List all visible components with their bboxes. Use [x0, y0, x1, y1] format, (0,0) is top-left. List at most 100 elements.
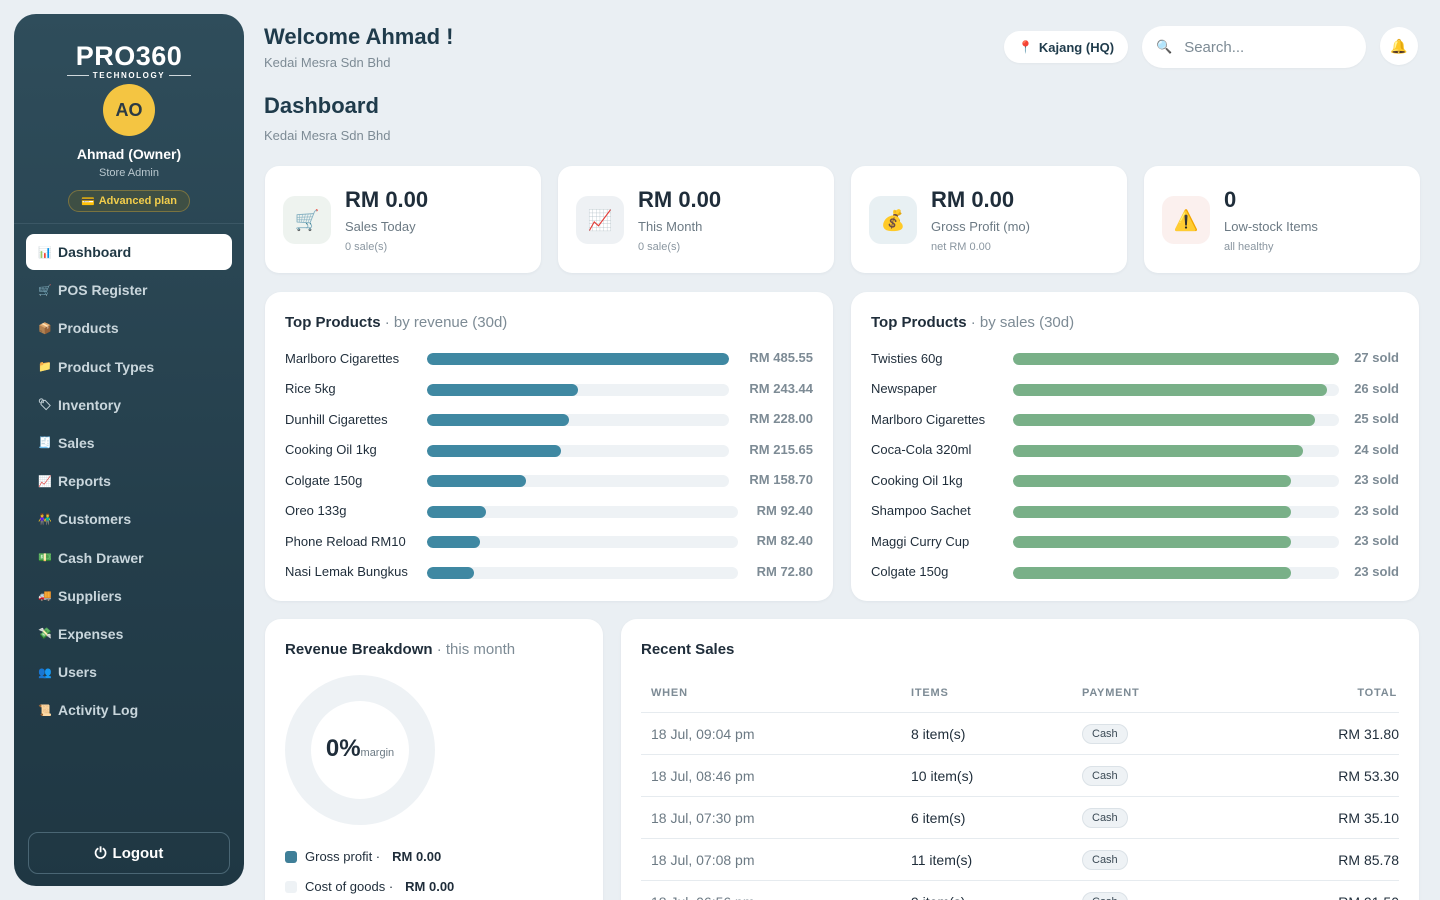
sidebar-item-reports[interactable]: 📈 Reports	[26, 463, 232, 499]
location-selector[interactable]: 📍 Kajang (HQ)	[1004, 31, 1128, 63]
bar-fill	[1013, 353, 1339, 365]
logout-button[interactable]: ⏻ Logout	[28, 832, 230, 874]
product-name: Colgate 150g	[285, 472, 363, 488]
bar-value: RM 92.40	[756, 502, 813, 518]
sidebar-item-suppliers[interactable]: 🚚 Suppliers	[26, 578, 232, 614]
sidebar-item-inventory[interactable]: 🏷 Inventory	[26, 387, 232, 423]
table-row[interactable]: 18 Jul, 06:56 pm 9 item(s) Cash RM 91.50	[641, 880, 1399, 900]
bar-fill	[1013, 566, 1291, 579]
bar-track	[427, 505, 738, 518]
product-name: Newspaper	[871, 381, 937, 396]
column-header-payment[interactable]: PAYMENT	[1082, 687, 1140, 699]
column-header-when[interactable]: WHEN	[651, 687, 688, 699]
bar-value: 25 sold	[1354, 411, 1399, 426]
logo-subtitle: TECHNOLOGY	[14, 71, 244, 80]
card-icon: 💳	[81, 195, 95, 208]
sale-time: 18 Jul, 09:04 pm	[651, 726, 755, 742]
plan-badge: 💳 Advanced plan	[68, 190, 190, 212]
trend-chart-icon: 📈	[576, 196, 624, 244]
cart-icon: 🛒	[283, 196, 331, 244]
bar-row: Rice 5kg RM 243.44	[285, 379, 813, 399]
product-name: Cooking Oil 1kg	[285, 442, 377, 457]
plan-label: Advanced plan	[98, 195, 177, 207]
stat-card-gross-profit: 💰 RM 0.00 Gross Profit (mo) net RM 0.00	[851, 166, 1127, 273]
sidebar-item-label: Users	[58, 664, 97, 681]
bar-fill	[427, 566, 474, 579]
table-row[interactable]: 18 Jul, 08:46 pm 10 item(s) Cash RM 53.30	[641, 754, 1399, 796]
table-row[interactable]: 18 Jul, 07:08 pm 11 item(s) Cash RM 85.78	[641, 838, 1399, 880]
sidebar-item-users[interactable]: 👥 Users	[26, 654, 232, 690]
chart-icon: 📊	[38, 246, 52, 259]
sidebar-item-label: Expenses	[58, 625, 124, 642]
cart-icon: 🛒	[38, 284, 52, 297]
sale-total: RM 91.50	[1338, 894, 1399, 900]
bar-track	[427, 536, 738, 548]
sidebar-item-label: Suppliers	[58, 587, 122, 604]
bar-track	[427, 475, 729, 487]
stat-subtext: all healthy	[1224, 241, 1274, 253]
stat-value: RM 0.00	[638, 187, 722, 212]
product-name: Shampoo Sachet	[871, 503, 971, 518]
column-header-items[interactable]: ITEMS	[911, 687, 949, 699]
sidebar-item-product-types[interactable]: 📁 Product Types	[26, 349, 232, 385]
bar-track	[1013, 505, 1339, 518]
sidebar-nav: 📊 Dashboard 🛒 POS Register 📦 Products 📁 Product…	[26, 234, 232, 730]
sidebar-item-expenses[interactable]: 💸 Expenses	[26, 616, 232, 652]
stat-value: RM 0.00	[931, 187, 1015, 212]
package-icon: 📦	[38, 322, 52, 335]
sale-total: RM 31.80	[1338, 726, 1399, 742]
sidebar-item-label: Dashboard	[58, 244, 132, 260]
bar-fill	[1013, 444, 1303, 457]
bar-track	[427, 383, 729, 396]
notifications-button[interactable]: 🔔	[1380, 27, 1418, 65]
panel-title: Revenue Breakdown · this month	[285, 641, 516, 658]
search-icon: 🔍	[1156, 39, 1173, 54]
top-products-sales-panel: Top Products · by sales (30d) Twisties 6…	[851, 292, 1419, 601]
donut-center: 0%margin	[285, 735, 435, 763]
bar-value: RM 243.44	[749, 380, 813, 396]
sidebar-item-sales[interactable]: 🧾 Sales	[26, 425, 232, 461]
page-title: Dashboard	[264, 93, 379, 118]
product-name: Phone Reload RM10	[285, 533, 406, 549]
bar-row: Colgate 150g 23 sold	[871, 562, 1399, 582]
divider	[14, 223, 244, 224]
bar-track	[1013, 566, 1339, 579]
bar-fill	[427, 383, 579, 396]
search-input[interactable]	[1184, 38, 1335, 56]
sale-total: RM 53.30	[1338, 768, 1399, 784]
logout-label: Logout	[112, 844, 164, 862]
sidebar-item-products[interactable]: 📦 Products	[26, 310, 232, 346]
money-bag-icon: 💰	[869, 196, 917, 244]
stat-card-low-stock: ⚠️ 0 Low-stock Items all healthy	[1144, 166, 1420, 273]
search-bar[interactable]: 🔍	[1142, 26, 1366, 68]
avatar[interactable]: AO	[103, 84, 155, 136]
table-row[interactable]: 18 Jul, 09:04 pm 8 item(s) Cash RM 31.80	[641, 712, 1399, 754]
bar-track	[427, 353, 729, 365]
bar-track	[1013, 444, 1339, 457]
sidebar-item-label: POS Register	[58, 282, 148, 299]
panel-title: Top Products · by sales (30d)	[871, 314, 1075, 331]
location-label: Kajang (HQ)	[1038, 39, 1115, 55]
sidebar-item-dashboard[interactable]: 📊 Dashboard	[26, 234, 232, 270]
column-header-total[interactable]: TOTAL	[1357, 687, 1397, 699]
receipt-icon: 🧾	[38, 437, 52, 450]
bar-fill	[427, 475, 526, 487]
bar-value: RM 215.65	[749, 441, 813, 457]
table-row[interactable]: 18 Jul, 07:30 pm 6 item(s) Cash RM 35.10	[641, 796, 1399, 838]
product-name: Coca-Cola 320ml	[871, 442, 972, 457]
sale-items: 8 item(s)	[911, 726, 966, 742]
margin-label: margin	[360, 747, 395, 759]
bar-fill	[1013, 536, 1291, 548]
money-wings-icon: 💸	[38, 628, 52, 641]
sidebar-item-customers[interactable]: 👫 Customers	[26, 501, 232, 537]
sidebar-item-cash-drawer[interactable]: 💵 Cash Drawer	[26, 540, 232, 576]
margin-percent: 0%	[325, 735, 361, 762]
sidebar-item-activity-log[interactable]: 📜 Activity Log	[26, 692, 232, 728]
bar-row: Maggi Curry Cup 23 sold	[871, 531, 1399, 551]
sidebar-item-label: Sales	[58, 434, 95, 451]
stat-label: This Month	[638, 219, 703, 234]
sidebar-item-pos-register[interactable]: 🛒 POS Register	[26, 272, 232, 308]
bell-icon: 🔔	[1390, 37, 1408, 54]
sidebar-item-label: Inventory	[58, 396, 122, 413]
stat-subtext: 0 sale(s)	[638, 241, 681, 253]
